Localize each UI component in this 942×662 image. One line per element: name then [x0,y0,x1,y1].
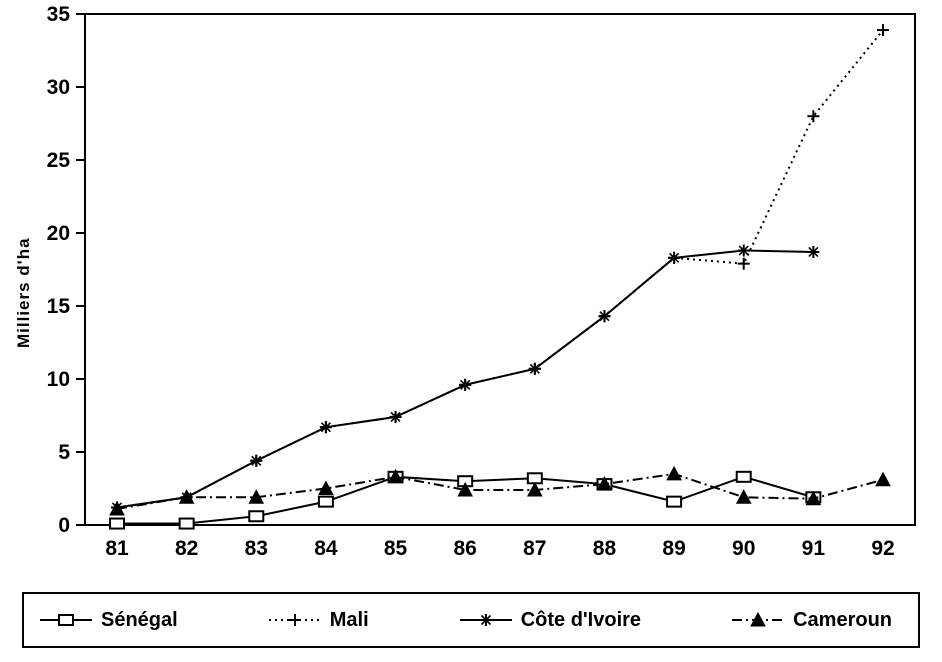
y-tick-label: 0 [58,514,70,537]
series-2 [111,24,889,514]
legend-item-2: Mali [267,609,369,632]
legend-label: Sénégal [101,608,178,631]
x-tick-label: 88 [593,537,617,560]
x-tick-label: 89 [662,537,685,560]
legend-label: Mali [329,608,369,631]
x-tick-label: 83 [245,537,268,560]
x-tick-label: 86 [454,537,477,560]
plot-border [84,13,916,526]
series-line [116,472,884,510]
x-tick-label: 91 [802,537,826,560]
asterisk-marker-icon [459,614,512,626]
legend-item-1: Sénégal [38,609,178,632]
square-marker-icon [40,614,92,626]
y-tick-label: 35 [47,3,71,26]
y-tick-label: 10 [47,368,70,391]
x-tick-label: 85 [384,537,408,560]
x-tick-label: 90 [732,537,755,560]
legend-label: Cameroun [793,608,892,631]
x-tick-label: 87 [523,537,546,560]
x-tick-label: 84 [314,537,338,560]
y-tick-label: 30 [47,76,70,99]
y-tick-label: 20 [47,222,70,245]
legend-label: Côte d'Ivoire [520,608,642,631]
series-1 [109,470,822,530]
series-line [116,29,884,509]
y-tick-label: 15 [47,295,71,318]
x-tick-label: 82 [175,537,198,560]
triangle-marker-icon [732,611,785,627]
y-tick-label: 25 [47,149,71,172]
plus-marker-icon [268,614,321,626]
legend: Sénégal Mali Côte d'Ivoire Cameroun [22,592,920,648]
series-3 [111,244,820,514]
series-4 [109,465,891,516]
y-tick-label: 5 [58,441,70,464]
x-tick-label: 92 [871,537,894,560]
legend-item-4: Cameroun [730,609,892,632]
x-tick-label: 81 [105,537,129,560]
line-chart: 0 5 10 15 20 25 30 35 81 82 83 84 85 86 87 88 89 90 91 92 [47,3,916,560]
legend-item-3: Côte d'Ivoire [458,609,641,632]
